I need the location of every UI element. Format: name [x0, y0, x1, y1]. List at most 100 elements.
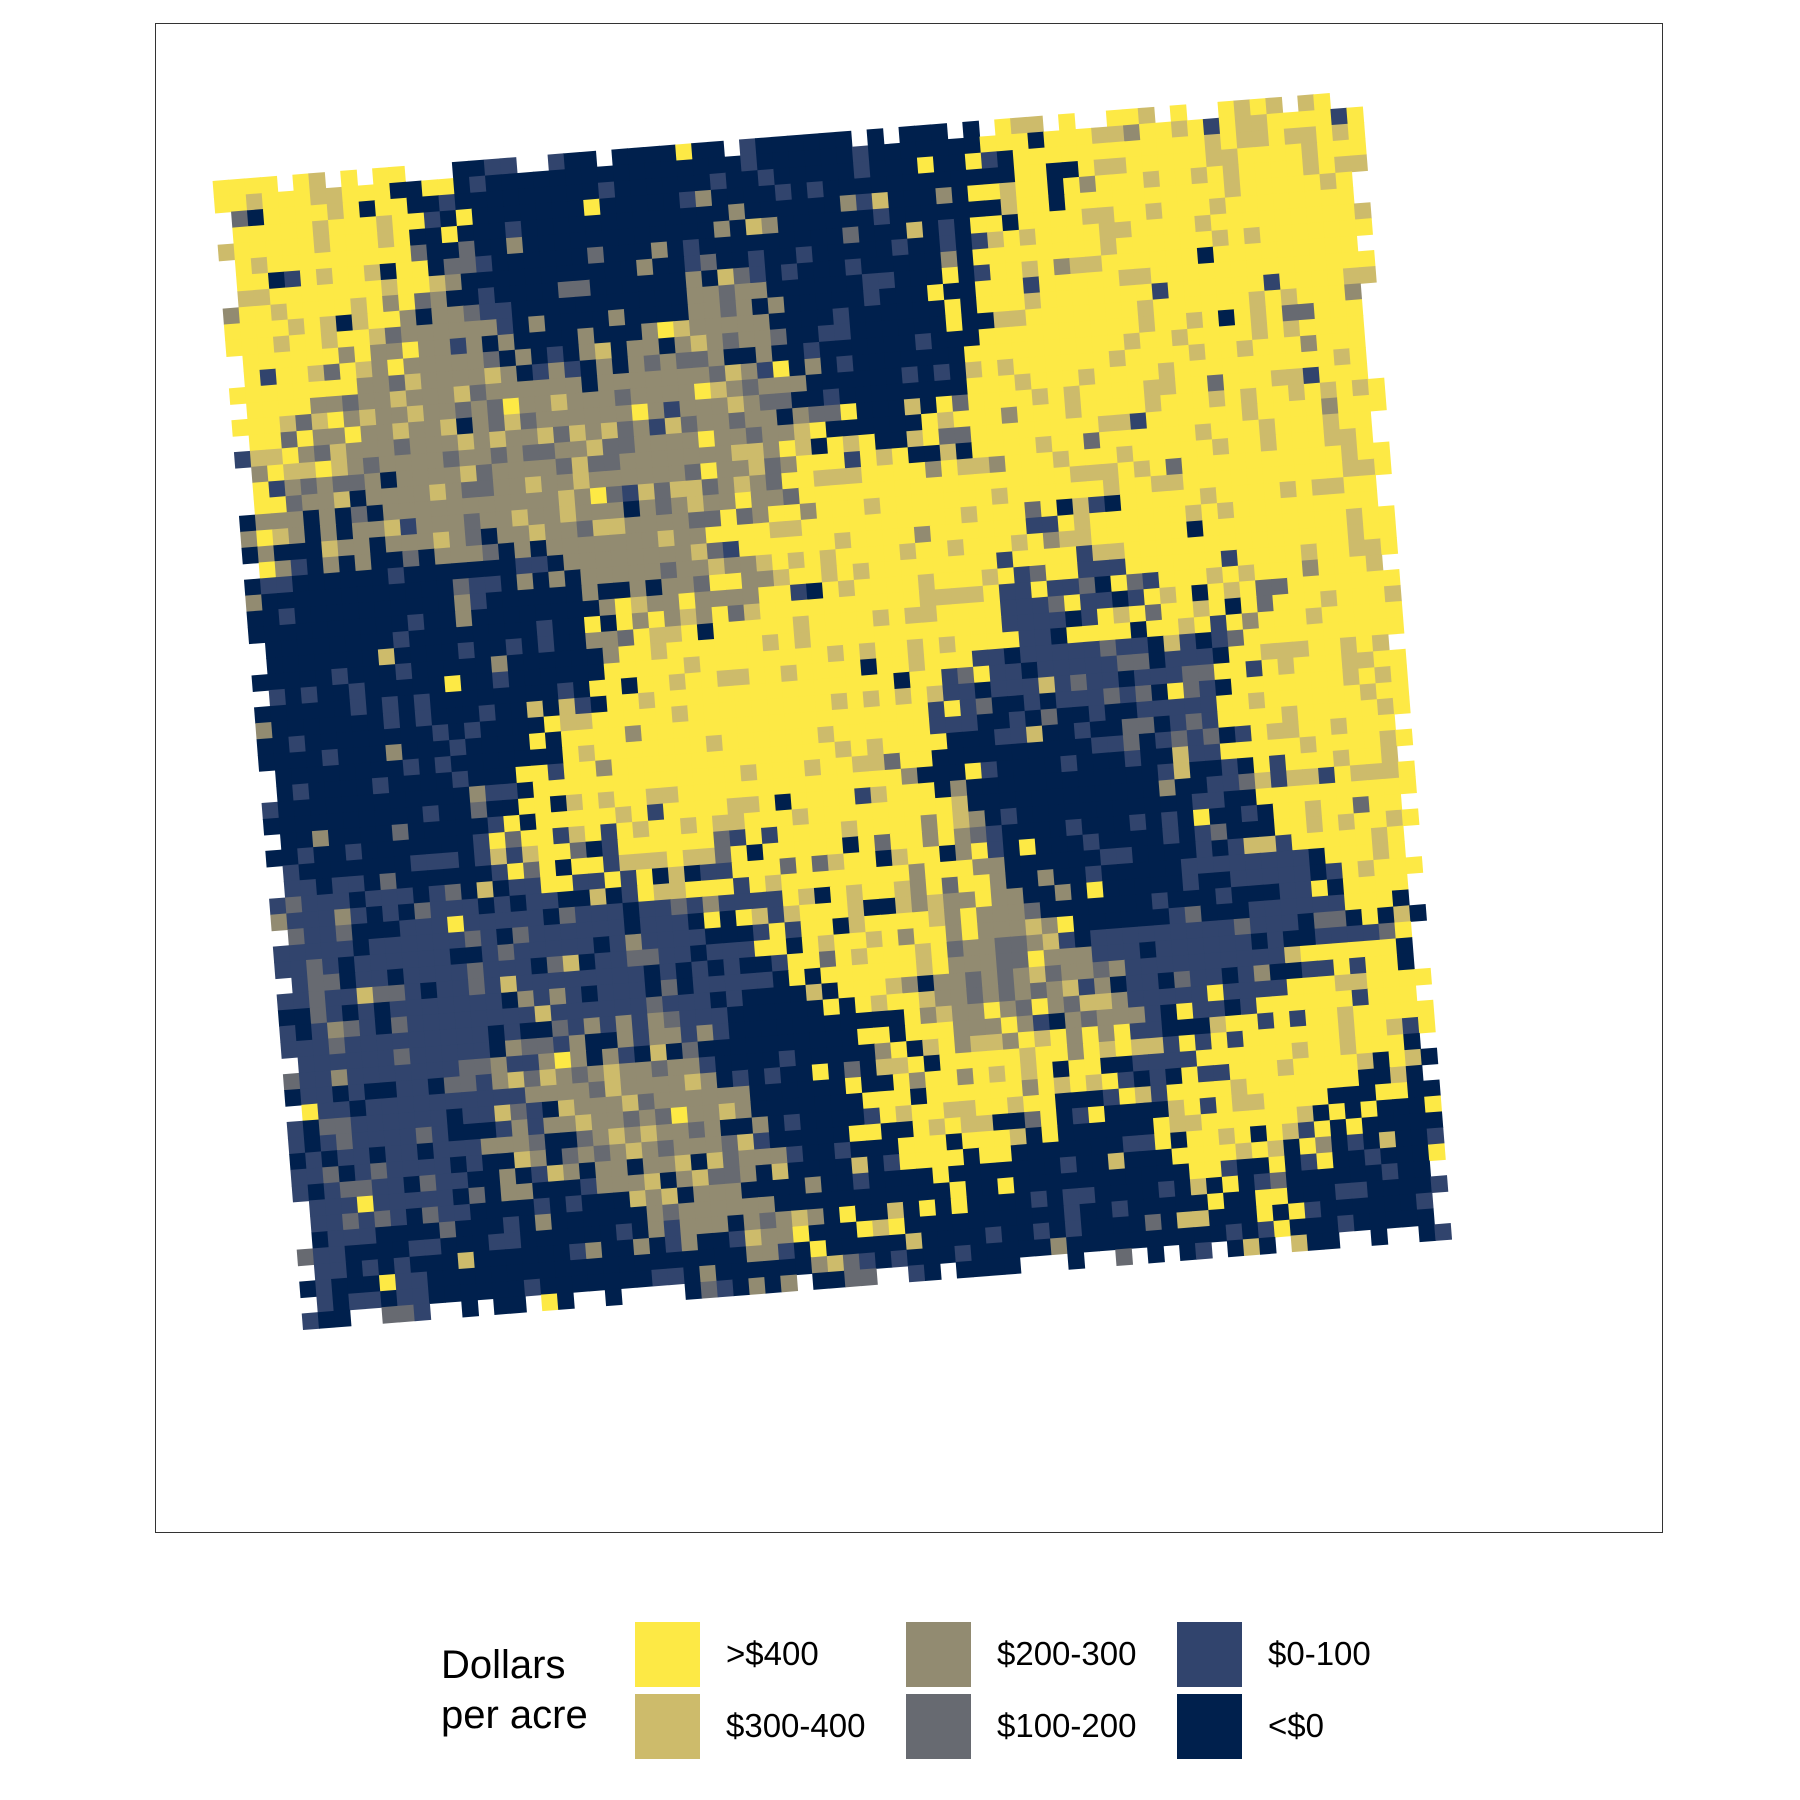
raster-cell: [276, 784, 295, 803]
raster-cell: [1131, 636, 1150, 655]
raster-cell: [1158, 169, 1177, 188]
raster-cell: [1259, 434, 1278, 453]
raster-cell: [497, 943, 516, 962]
raster-cell: [1174, 168, 1193, 186]
raster-cell: [594, 952, 613, 970]
raster-cell: [917, 364, 936, 383]
raster-cell: [629, 1190, 647, 1208]
raster-cell: [825, 420, 844, 439]
raster-cell: [656, 513, 675, 532]
raster-cell: [1086, 1089, 1105, 1108]
raster-cell: [773, 376, 792, 395]
raster-cell: [482, 350, 501, 369]
raster-cell: [695, 1216, 714, 1235]
raster-cell: [966, 168, 984, 187]
raster-cell: [361, 440, 380, 459]
raster-cell: [338, 763, 357, 782]
raster-cell: [317, 283, 335, 302]
raster-cell: [1025, 725, 1044, 744]
raster-cell: [1109, 365, 1128, 384]
raster-cell: [1128, 1214, 1147, 1233]
raster-cell: [346, 249, 365, 268]
raster-cell: [1175, 1195, 1194, 1214]
raster-cell: [229, 194, 248, 213]
raster-cell: [361, 649, 380, 668]
raster-cell: [1251, 739, 1270, 758]
raster-cell: [406, 806, 425, 825]
raster-cell: [956, 1068, 975, 1086]
raster-cell: [685, 270, 704, 289]
raster-cell: [1197, 455, 1216, 474]
raster-cell: [1382, 1178, 1401, 1197]
raster-cell: [778, 231, 797, 250]
raster-cell: [348, 891, 367, 910]
raster-cell: [1297, 912, 1316, 931]
raster-cell: [1232, 901, 1251, 920]
raster-cell: [908, 253, 927, 272]
raster-cell: [730, 443, 749, 462]
raster-cell: [818, 131, 837, 150]
raster-cell: [724, 973, 743, 992]
raster-cell: [638, 499, 657, 518]
raster-cell: [367, 311, 386, 330]
raster-cell: [492, 269, 511, 288]
raster-cell: [399, 1127, 418, 1146]
raster-cell: [871, 400, 890, 419]
raster-cell: [1000, 807, 1019, 826]
raster-cell: [730, 636, 748, 655]
raster-cell: [737, 523, 756, 542]
raster-cell: [680, 207, 699, 225]
raster-cell: [577, 536, 596, 554]
raster-cell: [1094, 174, 1113, 193]
raster-cell: [324, 588, 343, 606]
raster-cell: [659, 353, 678, 371]
raster-cell: [1286, 769, 1305, 788]
raster-cell: [588, 471, 607, 489]
raster-cell: [819, 340, 837, 359]
raster-cell: [645, 996, 664, 1015]
raster-cell: [804, 967, 823, 986]
raster-cell: [1129, 813, 1148, 832]
raster-cell: [366, 504, 385, 523]
raster-cell: [841, 627, 860, 646]
raster-cell: [1186, 520, 1205, 539]
raster-cell: [719, 1118, 738, 1137]
raster-cell: [1104, 703, 1123, 722]
raster-cell: [1046, 370, 1065, 389]
raster-cell: [1410, 1128, 1429, 1147]
raster-cell: [1389, 857, 1408, 876]
raster-cell: [1136, 909, 1155, 928]
raster-cell: [682, 640, 701, 659]
raster-cell: [536, 619, 554, 638]
raster-cell: [978, 328, 997, 346]
raster-cell: [1255, 177, 1274, 196]
raster-cell: [868, 561, 887, 580]
raster-cell: [1260, 1060, 1279, 1078]
raster-cell: [685, 880, 703, 899]
raster-cell: [784, 311, 803, 330]
raster-cell: [1166, 265, 1185, 283]
raster-cell: [1002, 839, 1021, 858]
raster-cell: [423, 211, 442, 230]
raster-cell: [1019, 1047, 1037, 1065]
raster-cell: [773, 167, 792, 186]
raster-cell: [1149, 1068, 1168, 1087]
raster-cell: [1266, 514, 1284, 532]
raster-cell: [1092, 1169, 1111, 1188]
raster-cell: [1154, 314, 1172, 333]
raster-cell: [382, 503, 401, 522]
raster-cell: [586, 856, 605, 875]
raster-cell: [999, 599, 1018, 618]
raster-cell: [1196, 856, 1215, 875]
raster-cell: [512, 525, 531, 544]
raster-cell: [620, 1078, 639, 1097]
raster-cell: [1003, 438, 1022, 457]
raster-cell: [836, 563, 855, 582]
raster-cell: [325, 395, 344, 414]
raster-cell: [330, 1069, 349, 1087]
raster-cell: [1123, 1151, 1142, 1170]
raster-cell: [1243, 836, 1262, 855]
raster-cell: [542, 908, 561, 926]
raster-cell: [692, 976, 711, 995]
raster-cell: [1355, 218, 1373, 236]
